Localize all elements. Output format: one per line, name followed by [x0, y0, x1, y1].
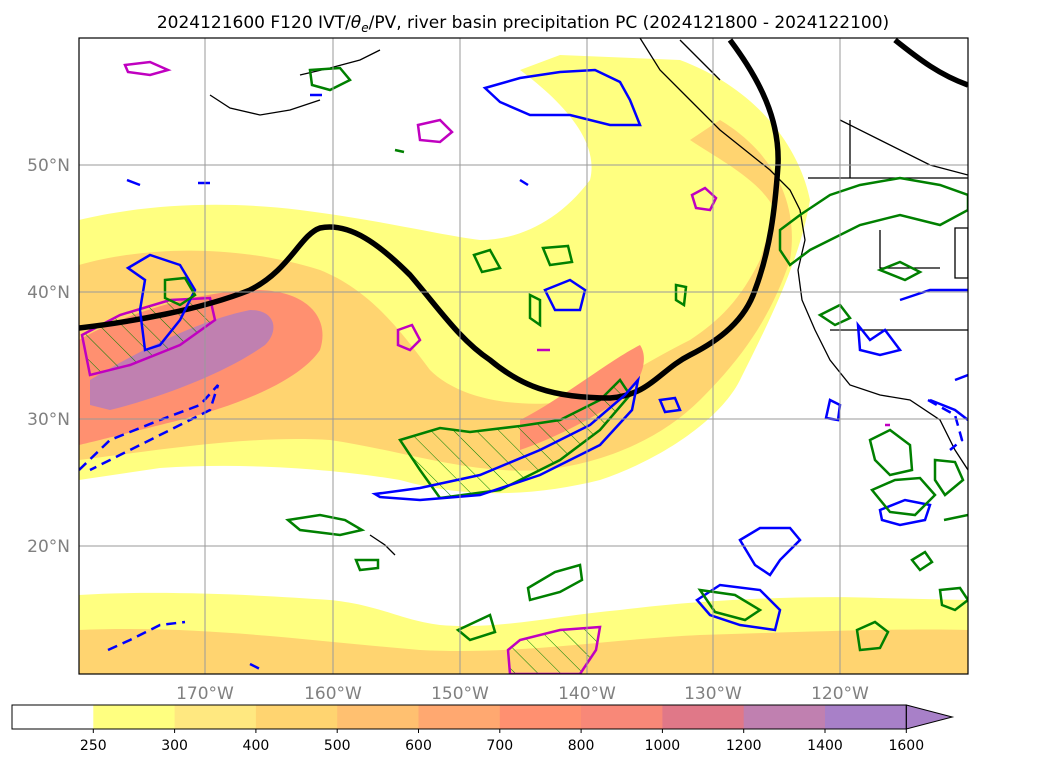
- colorbar-segment: [499, 705, 582, 729]
- colorbar: 250 300 400 500 600 700 800 1000 1200 1400 1600: [11, 704, 955, 754]
- colorbar-segment: [825, 705, 907, 729]
- lon-label: 130°W: [684, 684, 742, 704]
- lon-label: 120°W: [811, 684, 869, 704]
- lon-label: 150°W: [431, 684, 489, 704]
- colorbar-tick-label: 700: [486, 738, 513, 754]
- colorbar-extend-arrow: [905, 704, 955, 730]
- colorbar-tick-label: 600: [405, 738, 432, 754]
- colorbar-tick-label: 250: [80, 738, 107, 754]
- map-panel: [78, 37, 969, 675]
- map-frame: [78, 37, 969, 675]
- colorbar-segment: [12, 705, 94, 729]
- colorbar-tick-label: 1000: [645, 738, 681, 754]
- lon-label: 140°W: [558, 684, 616, 704]
- colorbar-segment: [255, 705, 338, 729]
- theta-e-contour-ne: [893, 38, 968, 88]
- lon-label: 170°W: [176, 684, 234, 704]
- lat-label: 30°N: [27, 410, 70, 430]
- coastlines: [209, 38, 968, 556]
- colorbar-segment: [337, 705, 419, 729]
- colorbar-tick-label: 1400: [807, 738, 843, 754]
- colorbar-segment: [743, 705, 826, 729]
- colorbar-segment: [662, 705, 745, 729]
- ivt-shading-max: [90, 310, 274, 410]
- green-contours: [163, 66, 968, 652]
- gridlines: [79, 38, 968, 674]
- theta-e-contour: [79, 38, 781, 401]
- latitude-labels: 50°N 40°N 30°N 20°N: [27, 156, 70, 557]
- chart-title: 2024121600 F120 IVT/θe/PV, river basin p…: [157, 13, 889, 35]
- blue-contours: [125, 68, 968, 632]
- colorbar-frame: [11, 704, 907, 730]
- colorbar-segment: [581, 705, 663, 729]
- colorbar-tick-label: 1200: [726, 738, 762, 754]
- colorbar-tick-label: 300: [161, 738, 188, 754]
- colorbar-tick-label: 1600: [888, 738, 924, 754]
- colorbar-segment: [174, 705, 257, 729]
- blue-dashed-contours: [79, 384, 964, 672]
- lat-label: 50°N: [27, 156, 70, 176]
- lat-label: 40°N: [27, 283, 70, 303]
- colorbar-segment: [418, 705, 501, 729]
- colorbar-segment: [93, 705, 176, 729]
- longitude-labels: 170°W 160°W 150°W 140°W 130°W 120°W: [176, 684, 869, 704]
- lon-label: 160°W: [304, 684, 362, 704]
- colorbar-tick-label: 400: [243, 738, 270, 754]
- colorbar-tick-label: 500: [324, 738, 351, 754]
- hatch-region-south: [506, 625, 602, 674]
- lat-label: 20°N: [27, 537, 70, 557]
- colorbar-tick-label: 800: [568, 738, 595, 754]
